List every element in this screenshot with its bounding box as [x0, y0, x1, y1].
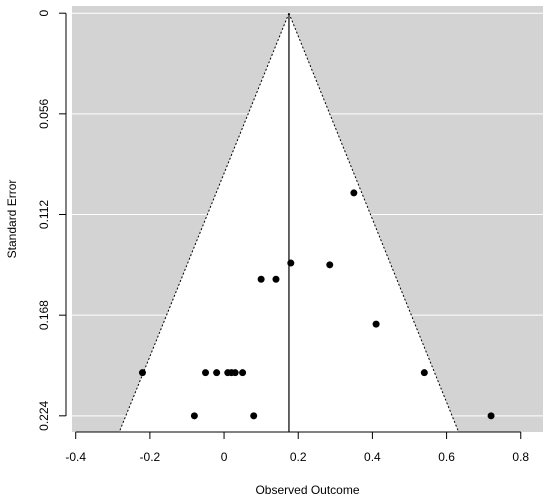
data-point — [326, 261, 334, 269]
data-point — [202, 369, 210, 377]
x-tick-label: 0.2 — [290, 450, 307, 464]
y-tick-label: 0.224 — [37, 400, 51, 430]
data-point — [372, 320, 380, 328]
funnel-right-bound — [288, 13, 460, 433]
data-point — [213, 369, 221, 377]
data-point — [190, 412, 198, 420]
data-point — [272, 275, 280, 283]
data-point — [420, 369, 428, 377]
data-point — [287, 259, 295, 267]
y-axis: 0 0.056 0.112 0.168 0.224 — [37, 10, 67, 431]
x-tick-label: 0 — [221, 450, 228, 464]
y-tick-label: 0.168 — [37, 300, 51, 330]
funnel-left-bound — [118, 13, 290, 433]
x-tick-label: 0.8 — [512, 450, 529, 464]
data-point — [250, 412, 258, 420]
data-point — [487, 412, 495, 420]
x-axis: -0.4 -0.2 0 0.2 0.4 0.6 0.8 — [65, 431, 529, 464]
data-point — [138, 369, 146, 377]
data-point — [231, 369, 239, 377]
data-point — [350, 189, 358, 197]
x-tick-label: 0.6 — [438, 450, 455, 464]
data-point — [239, 369, 247, 377]
y-tick-label: 0.112 — [37, 200, 51, 229]
x-tick-label: -0.4 — [65, 450, 86, 464]
y-axis-title: Standard Error — [5, 180, 19, 259]
x-tick-label: -0.2 — [140, 450, 161, 464]
y-tick-label: 0.056 — [37, 99, 51, 129]
x-tick-label: 0.4 — [364, 450, 381, 464]
data-points — [138, 189, 495, 420]
data-point — [257, 275, 265, 283]
x-axis-title: Observed Outcome — [255, 483, 359, 497]
y-tick-label: 0 — [37, 10, 51, 17]
